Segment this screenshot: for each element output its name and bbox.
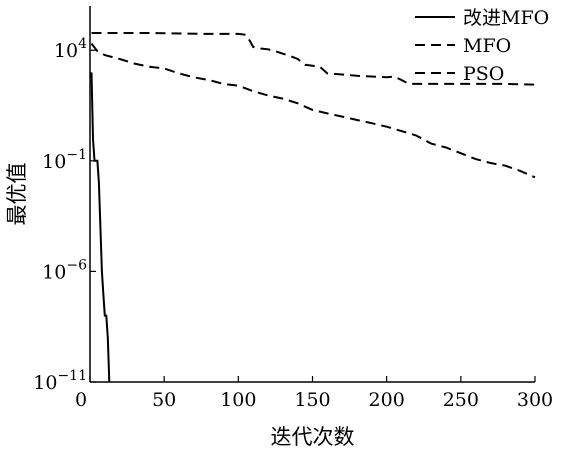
legend-label-2: MFO: [463, 35, 511, 57]
y-tick-label: 10−11: [33, 368, 87, 394]
series-line-2: [90, 42, 536, 179]
y-axis-label: 最优值: [5, 163, 29, 226]
x-tick-label: 300: [517, 389, 553, 411]
x-tick-label: 250: [443, 389, 479, 411]
x-tick-label: 200: [369, 389, 405, 411]
y-tick-label: 10−6: [42, 257, 87, 283]
x-tick-label: 150: [294, 389, 330, 411]
x-tick-label: 0: [75, 389, 87, 411]
legend-label-3: PSO: [463, 63, 504, 85]
series-line-3: [91, 32, 536, 86]
series-line-1: [90, 72, 111, 383]
x-tick-label: 100: [220, 389, 256, 411]
legend-label-1: 改进MFO: [463, 7, 549, 29]
legend: 改进MFO MFO PSO: [415, 7, 549, 85]
x-tick-label: 50: [152, 389, 176, 411]
series-lines: [90, 32, 536, 383]
x-ticks: 0 50 100 150 200 250 300: [75, 376, 553, 411]
y-tick-label: 10−1: [42, 147, 87, 173]
x-axis-label: 迭代次数: [271, 425, 355, 449]
y-tick-label: 104: [54, 36, 87, 62]
y-ticks: 104 10−1 10−6 10−11: [33, 36, 96, 394]
